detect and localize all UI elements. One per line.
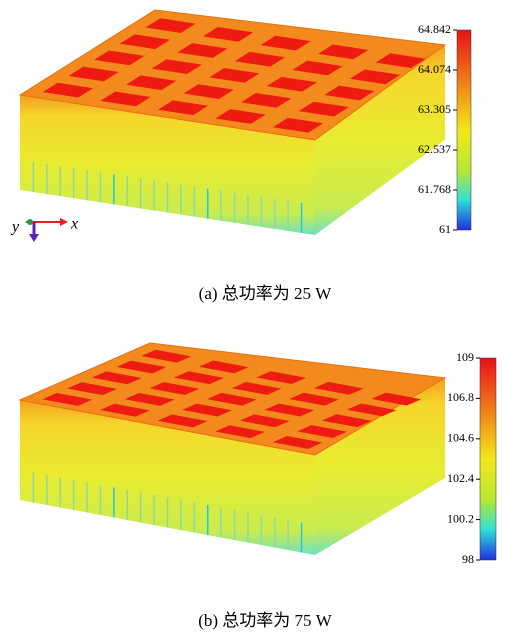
colorbar-label: 61 (439, 222, 451, 236)
colorbar-label: 64.842 (418, 22, 451, 36)
colorbar-label: 64.074 (418, 62, 451, 76)
axis-triad: y x (10, 216, 78, 242)
colorbar (480, 358, 496, 560)
colorbar (457, 30, 471, 230)
colorbar-label: 109 (456, 350, 474, 364)
colorbar-label: 100.2 (447, 511, 474, 525)
colorbar-label: 63.305 (418, 102, 451, 116)
colorbar-label: 61.768 (418, 182, 451, 196)
colorbar-label: 106.8 (447, 390, 474, 404)
axis-label: y (10, 219, 20, 236)
colorbar-label: 102.4 (447, 471, 474, 485)
colorbar-label: 62.537 (418, 142, 451, 156)
caption: (a) 总功率为 25 W (199, 284, 333, 303)
heatsink (20, 343, 445, 555)
colorbar-label: 104.6 (447, 431, 474, 445)
axis-label: x (70, 216, 78, 233)
figure: (a) 总功率为 25 W (b) 总功率为 75 W y x 64.842 64… (0, 0, 530, 637)
heatsink (20, 10, 445, 235)
colorbar-label: 98 (462, 552, 474, 566)
caption: (b) 总功率为 75 W (198, 611, 333, 630)
